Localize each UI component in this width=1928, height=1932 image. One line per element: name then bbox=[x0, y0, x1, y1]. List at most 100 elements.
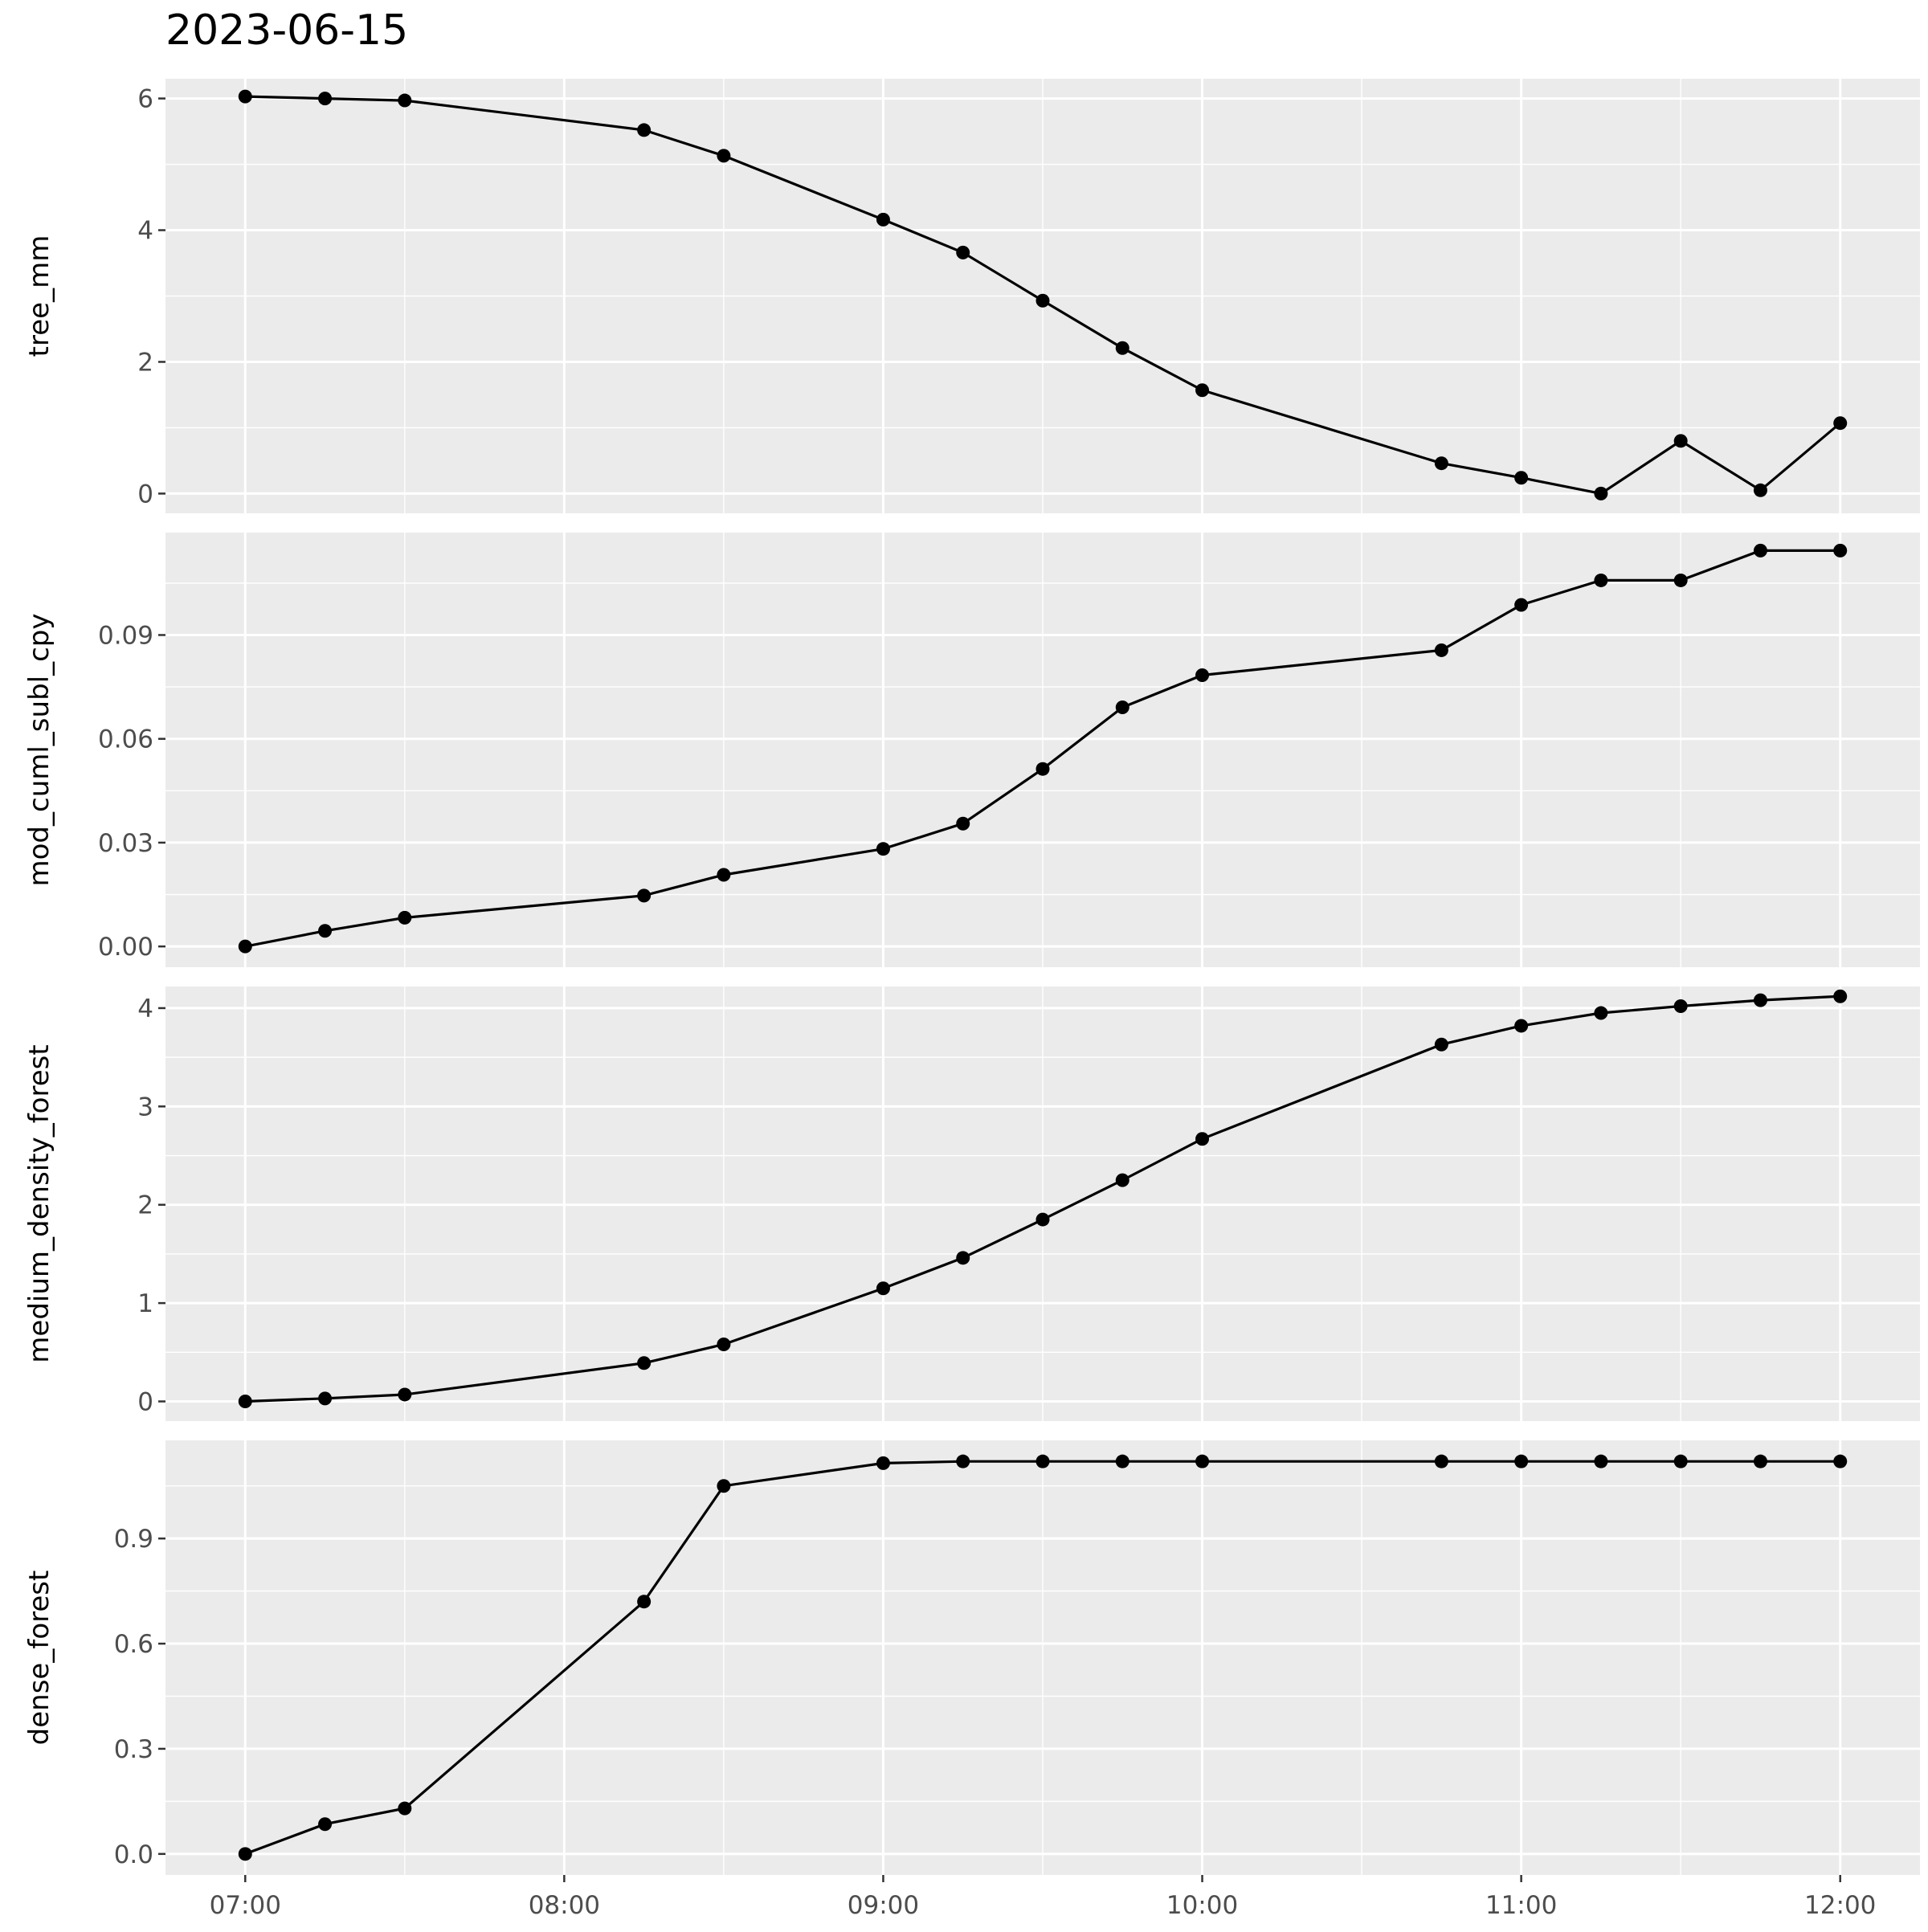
data-point bbox=[1195, 1454, 1210, 1468]
x-tick-label: 11:00 bbox=[1485, 1891, 1557, 1920]
data-point bbox=[398, 1801, 412, 1816]
series-line bbox=[245, 995, 1840, 1403]
data-point bbox=[956, 1251, 970, 1265]
data-point bbox=[956, 245, 970, 259]
data-point bbox=[637, 888, 652, 903]
facet-panel-3: 0 1 2 3 4 medium_density_forest bbox=[23, 986, 1920, 1421]
y-tick-label: 2 bbox=[137, 1191, 153, 1220]
y-tick-label: 0.9 bbox=[114, 1525, 153, 1554]
data-point bbox=[717, 149, 731, 163]
data-point bbox=[637, 123, 652, 137]
data-point bbox=[1833, 416, 1848, 431]
data-point bbox=[318, 1391, 333, 1406]
y-tick-label: 0.0 bbox=[114, 1840, 153, 1869]
data-point bbox=[1434, 456, 1448, 471]
data-point bbox=[637, 1595, 652, 1609]
y-tick-label: 0.3 bbox=[114, 1735, 153, 1764]
data-point bbox=[956, 1454, 970, 1468]
data-point bbox=[1753, 543, 1767, 558]
data-point bbox=[717, 868, 731, 882]
data-point bbox=[1514, 471, 1529, 485]
data-point bbox=[1753, 1454, 1767, 1468]
y-axis-title: tree_mm bbox=[23, 235, 55, 357]
data-point bbox=[956, 816, 970, 831]
y-axis-title: dense_forest bbox=[23, 1571, 55, 1746]
y-axis-title: mod_cuml_subl_cpy bbox=[23, 614, 55, 887]
x-tick-label: 10:00 bbox=[1166, 1891, 1238, 1920]
y-tick-label: 3 bbox=[137, 1093, 153, 1121]
y-tick-label: 0.03 bbox=[98, 829, 153, 858]
y-tick-label: 0.00 bbox=[98, 933, 153, 962]
y-tick-label: 0.06 bbox=[98, 725, 153, 754]
data-point bbox=[318, 924, 333, 938]
data-point bbox=[1514, 1454, 1529, 1468]
data-point bbox=[1753, 993, 1767, 1007]
x-tick-label: 09:00 bbox=[848, 1891, 919, 1920]
y-tick-label: 0.09 bbox=[98, 621, 153, 650]
data-point bbox=[1434, 1454, 1448, 1468]
y-axis-title: medium_density_forest bbox=[23, 1044, 55, 1362]
data-point bbox=[1833, 989, 1848, 1003]
series-line bbox=[244, 1460, 1840, 1856]
data-point bbox=[1115, 1454, 1129, 1468]
y-tick-label: 1 bbox=[137, 1289, 153, 1318]
data-point bbox=[1115, 1173, 1129, 1187]
data-point bbox=[238, 89, 252, 104]
data-point bbox=[1514, 598, 1529, 612]
y-tick-label: 4 bbox=[137, 995, 153, 1023]
data-point bbox=[398, 1387, 412, 1402]
data-point bbox=[318, 92, 333, 106]
x-tick-label: 08:00 bbox=[529, 1891, 600, 1920]
series-line bbox=[245, 95, 1841, 496]
data-point bbox=[398, 910, 412, 925]
data-point bbox=[717, 1338, 731, 1352]
data-point bbox=[398, 93, 412, 108]
data-point bbox=[1594, 486, 1608, 500]
data-point bbox=[1434, 1037, 1448, 1052]
y-tick-label: 0 bbox=[137, 1388, 153, 1417]
y-tick-label: 2 bbox=[137, 348, 153, 377]
data-point bbox=[876, 1456, 890, 1470]
data-point bbox=[1195, 383, 1210, 398]
data-point bbox=[717, 1479, 731, 1493]
data-point bbox=[1673, 1454, 1688, 1468]
data-point bbox=[1035, 1454, 1050, 1468]
data-point bbox=[876, 212, 890, 227]
data-point bbox=[1195, 1132, 1210, 1146]
data-point bbox=[1035, 293, 1050, 308]
data-point bbox=[1833, 1454, 1848, 1468]
data-point bbox=[1594, 1454, 1608, 1468]
data-point bbox=[1115, 701, 1129, 715]
data-point bbox=[1833, 543, 1848, 558]
data-point bbox=[637, 1356, 652, 1370]
facet-panel-4: 0.0 0.3 0.6 0.9 dense_forest bbox=[23, 1440, 1920, 1875]
data-point bbox=[1195, 668, 1210, 682]
y-tick-label: 0.6 bbox=[114, 1630, 153, 1659]
data-point bbox=[1434, 643, 1448, 657]
data-point bbox=[1594, 573, 1608, 587]
data-point bbox=[238, 1847, 252, 1861]
y-tick-label: 0 bbox=[137, 480, 153, 509]
x-tick-label: 12:00 bbox=[1804, 1891, 1876, 1920]
series-line bbox=[244, 549, 1840, 948]
data-point bbox=[1673, 573, 1688, 587]
facet-panel-2: 0.00 0.03 0.06 0.09 mod_cuml_subl_cpy bbox=[23, 533, 1920, 967]
data-point bbox=[1753, 483, 1767, 497]
data-point bbox=[876, 1281, 890, 1296]
data-point bbox=[1514, 1019, 1529, 1033]
data-point bbox=[1115, 341, 1129, 355]
data-point bbox=[1035, 1212, 1050, 1227]
data-point bbox=[238, 939, 252, 954]
data-point bbox=[318, 1817, 333, 1832]
data-point bbox=[238, 1395, 252, 1409]
data-point bbox=[1673, 999, 1688, 1013]
facet-panel-1: 0 2 4 6 tree_mm bbox=[23, 79, 1920, 513]
y-tick-label: 6 bbox=[137, 85, 153, 114]
data-point bbox=[1594, 1006, 1608, 1020]
data-point bbox=[1673, 434, 1688, 448]
chart-title: 2023-06-15 bbox=[165, 6, 409, 55]
x-tick-label: 07:00 bbox=[210, 1891, 281, 1920]
data-point bbox=[876, 842, 890, 856]
